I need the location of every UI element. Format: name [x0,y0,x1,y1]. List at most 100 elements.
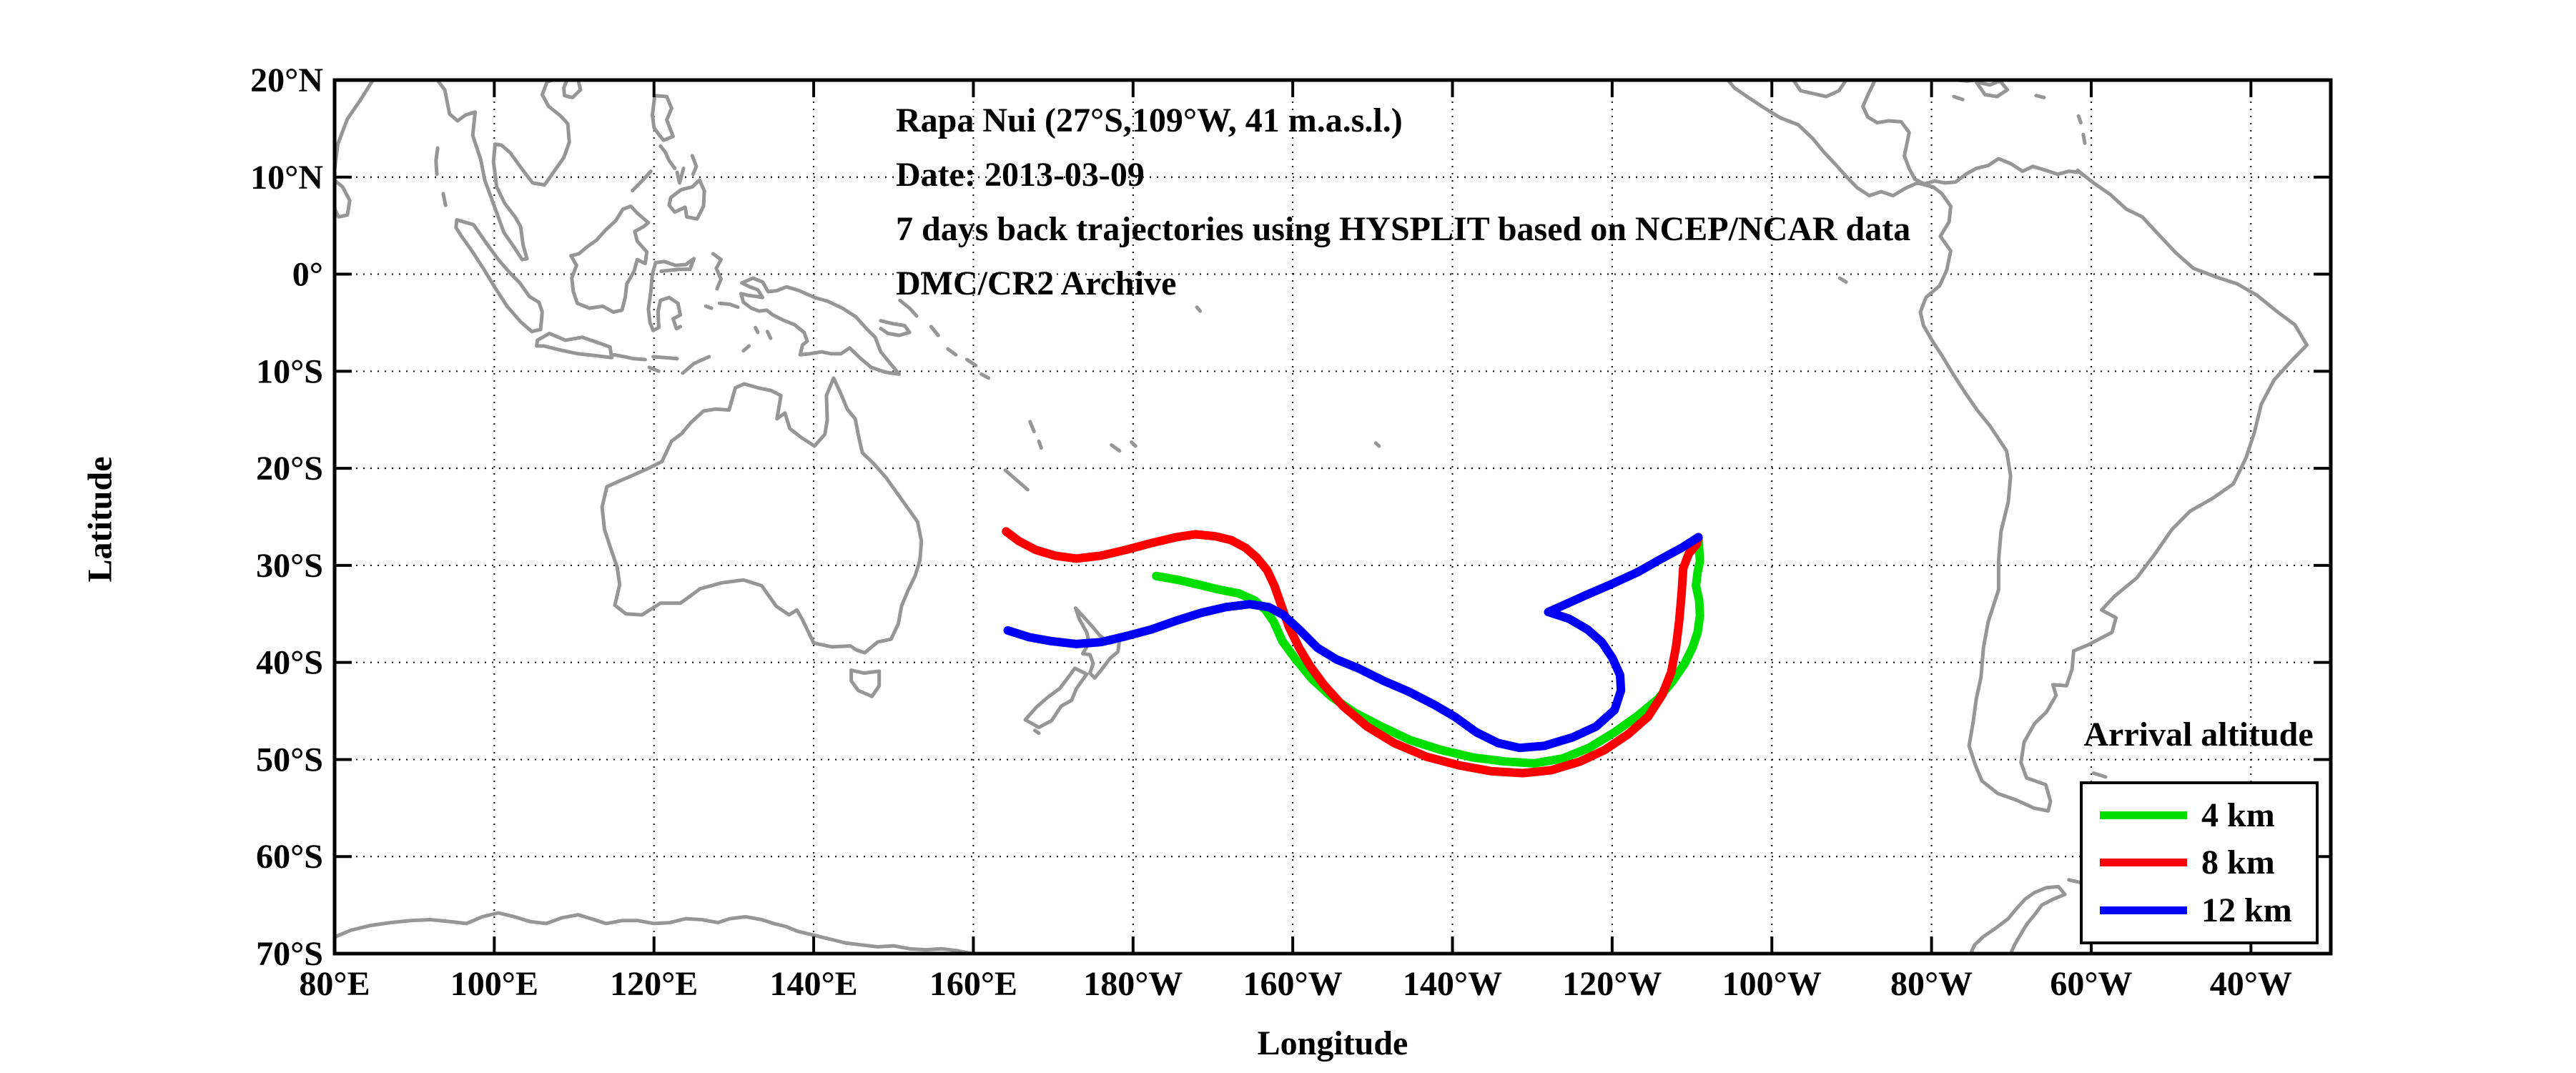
coastline-tanimbar [741,344,751,353]
title-line-method: 7 days back trajectories using HYSPLIT b… [896,210,1911,248]
legend-swatch-8km [2100,859,2187,867]
coastline-falklands [2091,771,2108,779]
coastline-palawan [631,169,653,193]
grid-layer [334,79,2331,954]
coastline-india-east-coast [335,80,375,183]
coastline-andaman [434,146,440,177]
x-tick-label: 160°W [1243,965,1343,1003]
coastline-antarctic-peninsula [1968,884,2067,954]
coastline-fiji-1 [1110,443,1122,453]
coastline-mindanao [667,178,706,221]
coastline-vanuatu-2 [1037,439,1043,450]
legend-title: Arrival altitude [2083,716,2314,753]
trajectory-12km [1003,533,1703,753]
x-tick-label: 100°W [1722,965,1822,1003]
x-tick-label: 80°E [299,965,370,1003]
coastline-vanuatu-1 [1028,420,1036,433]
coastline-sulawesi [646,260,683,332]
title-block: Rapa Nui (27°S,109°W, 41 m.a.s.l.) Date:… [896,94,1910,311]
tick-layer [333,79,2331,955]
y-tick-label: 70°S [256,935,323,973]
coastline-fiji-2 [1130,440,1138,448]
y-tick-label: 0° [292,256,323,294]
y-tick-label: 40°S [256,644,323,682]
coastline-new-britain [879,319,912,337]
legend-row-12km: 12 km [2100,891,2316,930]
coastline-trinidad [2076,168,2086,177]
trajectory-8km [1002,527,1703,778]
legend-swatch-12km [2100,906,2187,915]
coastline-sumatra [454,218,544,334]
y-tick-label: 10°S [256,352,323,390]
x-tick-label: 80°W [1890,965,1973,1003]
coastline-new-ireland [898,298,919,318]
y-axis-label: Latitude [81,456,119,583]
coastline-negros-cebu [675,167,686,185]
coastline-stewart-island [1032,728,1041,736]
legend-row-8km: 8 km [2100,843,2316,882]
coastline-sri-lanka [335,179,352,219]
x-tick-label: 100°E [450,965,538,1003]
plot-border [332,78,2333,956]
coastline-bengal-burma-malay-indochina [388,80,571,262]
coastline-luzon [651,94,675,142]
coastline-borneo [569,204,651,314]
coastline-bougainville [929,325,940,337]
coastline-new-caledonia [1003,468,1030,492]
coastline-mindoro-panay [658,144,677,171]
coastline-nz-south-island [1023,666,1089,730]
coastline-puerto-rico [2034,94,2046,99]
coastline-galapagos [1837,276,1848,284]
legend-row-4km: 4 km [2100,796,2316,835]
x-tick-label: 120°E [610,965,698,1003]
coastline-phoenix-specks [1195,305,1203,313]
coastline-nicobar [441,192,448,207]
x-tick-label: 60°W [2050,965,2132,1003]
coastline-buru [704,304,714,310]
coastline-hispaniola [1974,80,2010,99]
x-axis-label: Longitude [1257,1024,1408,1062]
title-line-station: Rapa Nui (27°S,109°W, 41 m.a.s.l.) [896,102,1403,139]
y-tick-label: 20°N [250,61,323,99]
coastline-australia [600,376,924,655]
y-tick-label: 30°S [256,547,323,585]
legend-label-4km: 4 km [2201,796,2275,834]
legend-box: 4 km 8 km 12 km [2080,781,2319,944]
coastline-bali-lombok [612,352,647,362]
coastline-antarctica-west [335,911,974,954]
x-tick-label: 40°W [2210,965,2292,1003]
coastline-jamaica [1952,94,1965,102]
coastline-sumba [647,365,661,373]
coastline-samar-leyte [690,154,699,177]
coastline-aru [765,330,773,340]
coastline-hainan [562,80,583,99]
coastline-lesser-antilles-1 [2076,114,2083,125]
x-tick-label: 140°W [1403,965,1502,1003]
coastline-seram [717,301,740,310]
coastline-layer [335,80,2309,954]
coastline-sulawesi-north-arm [653,257,696,273]
coastline-tahiti [1373,441,1381,448]
coastline-gulf-of-campeche [1791,80,1848,99]
y-tick-label: 20°S [256,450,323,488]
title-line-date: Date: 2013-03-09 [896,156,1145,194]
title-line-archive: DMC/CR2 Archive [896,264,1177,302]
x-tick-label: 180°W [1083,965,1183,1003]
tick-label-layer: 80°E 100°E 120°E 140°E 160°E 180°W 160°W 140°W 1… [250,61,2292,1003]
x-tick-label: 140°E [769,965,857,1003]
coastline-lesser-antilles-2 [2081,132,2087,145]
coastline-kai [754,325,760,335]
x-tick-label: 120°W [1562,965,1662,1003]
coastline-flores [651,355,679,361]
y-tick-label: 60°S [256,838,323,876]
y-tick-label: 10°N [250,159,323,197]
coastline-solomons-1 [946,347,958,357]
coastline-timor [681,355,711,375]
coastline-solomons-3 [979,372,991,380]
trajectory-layer [1002,527,1704,778]
coastline-halmahera [711,252,723,291]
legend-swatch-4km [2100,811,2187,819]
x-tick-label: 160°E [929,965,1017,1003]
